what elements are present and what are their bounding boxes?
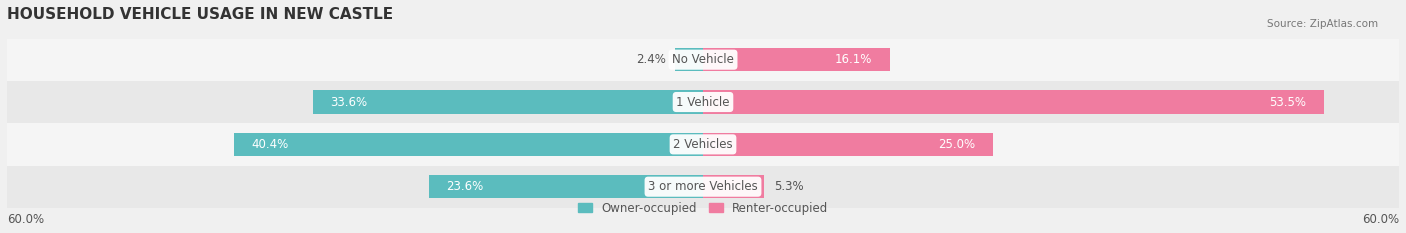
Text: 40.4%: 40.4% <box>252 138 290 151</box>
Text: No Vehicle: No Vehicle <box>672 53 734 66</box>
Text: 60.0%: 60.0% <box>1362 213 1399 226</box>
Text: 3 or more Vehicles: 3 or more Vehicles <box>648 180 758 193</box>
Bar <box>7 81 1399 123</box>
Text: Source: ZipAtlas.com: Source: ZipAtlas.com <box>1267 19 1378 29</box>
Bar <box>703 48 890 71</box>
Bar <box>703 90 1323 114</box>
Bar <box>235 133 703 156</box>
Bar <box>7 123 1399 165</box>
Bar <box>7 165 1399 208</box>
Legend: Owner-occupied, Renter-occupied: Owner-occupied, Renter-occupied <box>572 197 834 220</box>
Text: HOUSEHOLD VEHICLE USAGE IN NEW CASTLE: HOUSEHOLD VEHICLE USAGE IN NEW CASTLE <box>7 7 394 22</box>
Bar <box>703 133 993 156</box>
Text: 16.1%: 16.1% <box>835 53 872 66</box>
Text: 33.6%: 33.6% <box>330 96 368 109</box>
Text: 23.6%: 23.6% <box>447 180 484 193</box>
Bar <box>675 48 703 71</box>
Text: 2.4%: 2.4% <box>636 53 666 66</box>
Text: 2 Vehicles: 2 Vehicles <box>673 138 733 151</box>
Text: 60.0%: 60.0% <box>7 213 44 226</box>
Text: 5.3%: 5.3% <box>773 180 803 193</box>
Bar <box>429 175 703 198</box>
Text: 25.0%: 25.0% <box>938 138 976 151</box>
Bar <box>7 38 1399 81</box>
Bar <box>703 175 765 198</box>
Text: 53.5%: 53.5% <box>1270 96 1306 109</box>
Text: 1 Vehicle: 1 Vehicle <box>676 96 730 109</box>
Bar <box>314 90 703 114</box>
